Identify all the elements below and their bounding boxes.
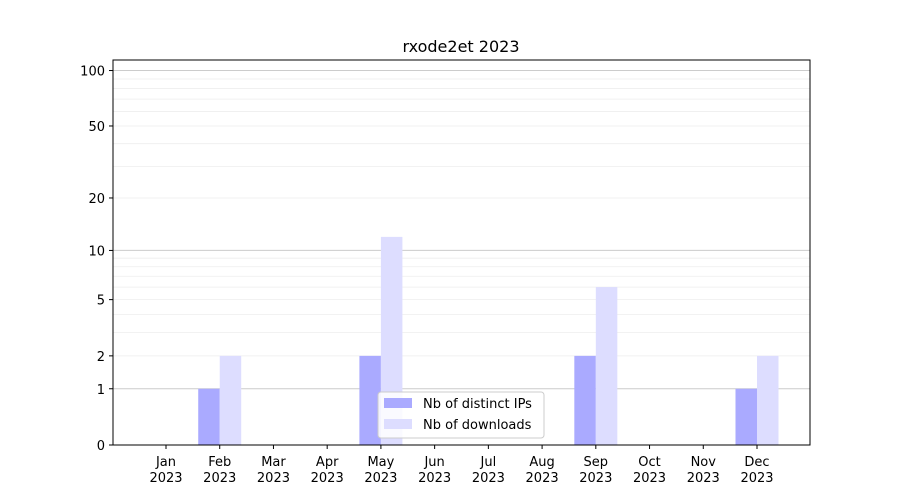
bar (595, 287, 618, 445)
x-tick-label: Jun (423, 455, 444, 470)
legend-swatch (384, 419, 412, 429)
x-tick-label: 2023 (418, 471, 451, 486)
x-tick-label: 2023 (687, 471, 720, 486)
x-tick-label: 2023 (364, 471, 397, 486)
x-axis: Jan2023Feb2023Mar2023Apr2023May2023Jun20… (149, 445, 774, 486)
bar (735, 388, 757, 445)
x-tick-label: Oct (638, 455, 660, 470)
x-tick-label: 2023 (257, 471, 290, 486)
x-tick-label: 2023 (149, 471, 182, 486)
y-tick-label: 10 (88, 244, 105, 259)
bar (198, 388, 220, 445)
x-tick-label: Apr (316, 455, 339, 470)
x-tick-label: 2023 (472, 471, 505, 486)
x-tick-label: Feb (208, 455, 231, 470)
grid (113, 70, 810, 390)
legend-swatch (384, 398, 412, 408)
bar (359, 355, 381, 445)
y-tick-label: 1 (97, 383, 105, 398)
x-tick-label: May (367, 455, 394, 470)
legend: Nb of distinct IPs Nb of downloads (377, 391, 545, 439)
y-tick-label: 2 (97, 350, 105, 365)
x-tick-label: Aug (529, 455, 554, 470)
y-tick-label: 0 (97, 439, 105, 454)
x-tick-label: 2023 (203, 471, 236, 486)
x-tick-label: 2023 (740, 471, 773, 486)
legend-label: Nb of distinct IPs (423, 397, 532, 412)
bar (757, 355, 779, 445)
x-tick-label: Sep (584, 455, 609, 470)
x-tick-label: 2023 (579, 471, 612, 486)
y-tick-label: 50 (88, 120, 105, 135)
bar (219, 355, 242, 445)
x-tick-label: 2023 (311, 471, 344, 486)
plot-frame (112, 59, 811, 446)
y-tick-label: 20 (88, 192, 105, 207)
bars (198, 236, 779, 445)
y-axis: 0 1 2 5 10 20 50 100 (80, 65, 113, 454)
x-tick-label: 2023 (526, 471, 559, 486)
x-tick-label: Mar (261, 455, 286, 470)
y-tick-label: 5 (97, 294, 105, 309)
legend-box (377, 391, 545, 439)
x-tick-label: Dec (744, 455, 769, 470)
bar (574, 355, 596, 445)
x-tick-label: 2023 (633, 471, 666, 486)
x-tick-label: Jan (155, 455, 176, 470)
x-tick-label: Nov (691, 455, 717, 470)
legend-label: Nb of downloads (423, 418, 532, 433)
x-tick-label: Jul (480, 455, 497, 470)
chart-title: rxode2et 2023 (402, 37, 519, 56)
y-tick-label: 100 (80, 65, 105, 80)
